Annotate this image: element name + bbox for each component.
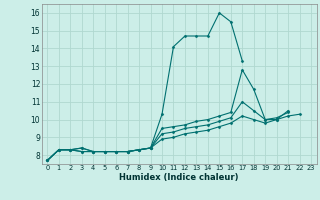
X-axis label: Humidex (Indice chaleur): Humidex (Indice chaleur) — [119, 173, 239, 182]
